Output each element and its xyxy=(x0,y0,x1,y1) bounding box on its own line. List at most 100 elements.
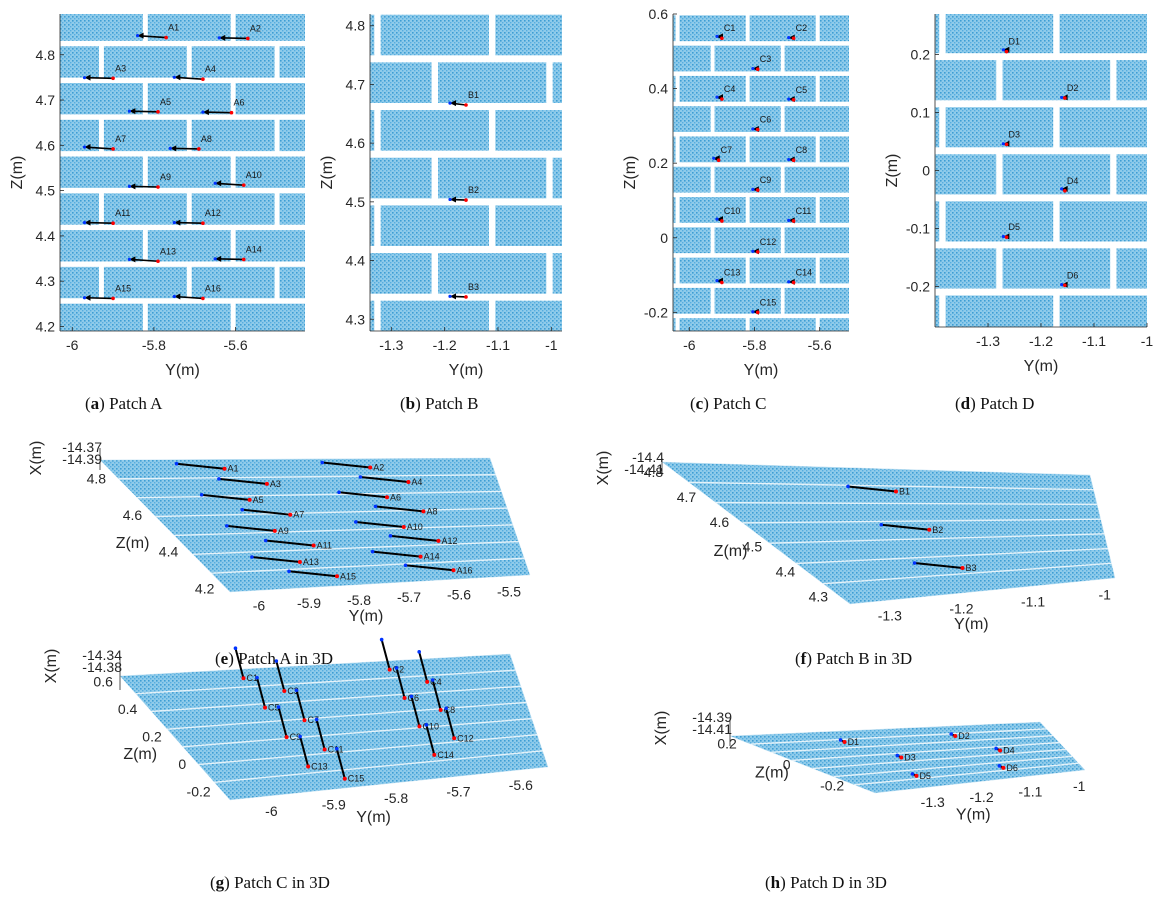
arrow-head xyxy=(129,108,136,115)
displacement-arrow xyxy=(395,667,406,699)
arrow-head xyxy=(84,144,91,151)
end-point xyxy=(464,295,468,299)
displacement-arrow xyxy=(226,524,275,532)
brick xyxy=(60,193,99,225)
point-label: C5 xyxy=(796,85,808,95)
brick xyxy=(147,303,231,331)
start-point xyxy=(213,181,217,185)
end-point xyxy=(899,755,904,760)
displacement-arrow xyxy=(295,689,306,721)
start-point xyxy=(712,156,716,160)
displacement-arrow xyxy=(335,748,346,779)
point-label: C1 xyxy=(724,23,736,33)
end-point xyxy=(720,280,724,285)
end-point xyxy=(241,257,246,262)
point-label: A9 xyxy=(278,526,289,536)
point-label: A6 xyxy=(234,98,245,108)
point-label: A5 xyxy=(253,495,264,505)
y-axis-label: Z(m) xyxy=(319,156,336,190)
x-tick-label: -6 xyxy=(66,337,79,353)
start-point xyxy=(751,127,755,131)
end-point xyxy=(222,466,227,471)
start-point xyxy=(403,563,408,568)
caption-text: Patch B in 3D xyxy=(812,649,912,668)
brick xyxy=(889,0,997,6)
end-point xyxy=(342,776,347,781)
point-label: B1 xyxy=(899,486,910,496)
z-axis-label: Z(m) xyxy=(116,535,150,552)
displacement-arrow xyxy=(355,520,404,528)
caption-letter: c xyxy=(696,394,704,413)
brick xyxy=(147,230,231,262)
z-tick-label: 0.4 xyxy=(118,701,138,717)
brick xyxy=(103,119,187,152)
end-point xyxy=(247,497,252,502)
caption-text: Patch A xyxy=(105,394,163,413)
y-tick-label: -5.5 xyxy=(497,583,521,599)
point-label: A12 xyxy=(441,536,457,546)
point-label: C6 xyxy=(408,693,420,703)
z-tick-label: 4.6 xyxy=(710,514,730,530)
z-tick-label: 4.4 xyxy=(776,564,796,580)
point-label: A10 xyxy=(246,170,262,180)
start-point xyxy=(1001,48,1005,52)
brick xyxy=(679,75,746,102)
brick xyxy=(1002,60,1111,101)
brick xyxy=(945,295,1054,327)
mortar-line xyxy=(211,557,525,574)
brick xyxy=(935,14,940,54)
start-point xyxy=(240,507,245,512)
mortar-line xyxy=(198,734,538,766)
displacement-arrow xyxy=(338,491,388,499)
caption-paren: ) xyxy=(806,649,812,668)
y-tick-label: -1.2 xyxy=(949,600,973,616)
brick xyxy=(380,300,489,331)
end-point xyxy=(452,736,457,741)
start-point xyxy=(787,280,791,284)
x-tick-label: -6 xyxy=(683,337,696,353)
brick xyxy=(714,227,781,254)
panel-e: A1 A2 A3 A4 A5 A6 A7 A8 A9 A10 A11 A12 A13 A14 A15 A16 -… xyxy=(28,439,531,625)
y-tick-label: -1 xyxy=(1073,778,1086,794)
caption-paren: ) xyxy=(99,394,105,413)
point-label: B2 xyxy=(468,185,479,195)
displacement-arrow xyxy=(375,505,424,513)
displacement-arrow xyxy=(914,562,963,570)
end-point xyxy=(1063,188,1067,193)
arrow-head xyxy=(137,32,144,39)
displacement-arrow xyxy=(425,724,436,756)
arrow-head xyxy=(129,183,136,190)
start-point xyxy=(424,723,429,727)
point-label: A14 xyxy=(246,244,262,254)
brick xyxy=(673,287,711,314)
end-point xyxy=(927,527,932,532)
caption-paren: ( xyxy=(690,394,696,413)
arrow-head xyxy=(450,100,456,107)
end-point xyxy=(111,147,115,151)
start-point xyxy=(751,66,755,71)
caption-paren: ) xyxy=(415,394,421,413)
y-axis-label: Y(m) xyxy=(954,616,989,633)
start-point xyxy=(444,706,448,711)
caption-paren: ( xyxy=(215,649,221,668)
brick xyxy=(279,0,362,4)
point-label: A2 xyxy=(250,23,261,33)
end-point xyxy=(297,560,302,565)
y-tick-label: 4.5 xyxy=(346,194,366,210)
caption-paren: ( xyxy=(765,873,771,892)
start-point xyxy=(201,110,205,114)
y-tick-label: 0 xyxy=(660,230,668,246)
brick xyxy=(749,257,816,284)
end-point xyxy=(282,689,287,694)
mortar-line xyxy=(135,669,516,695)
point-label: A11 xyxy=(317,540,332,550)
caption-paren: ) xyxy=(970,394,976,413)
brick xyxy=(438,0,546,8)
end-point xyxy=(998,748,1003,753)
z-tick-label: 4.3 xyxy=(809,589,829,605)
brick xyxy=(370,253,432,294)
start-point xyxy=(751,187,755,191)
end-point xyxy=(1063,283,1067,288)
displacement-arrow xyxy=(201,493,250,501)
x-axis-label: Y(m) xyxy=(449,362,484,379)
